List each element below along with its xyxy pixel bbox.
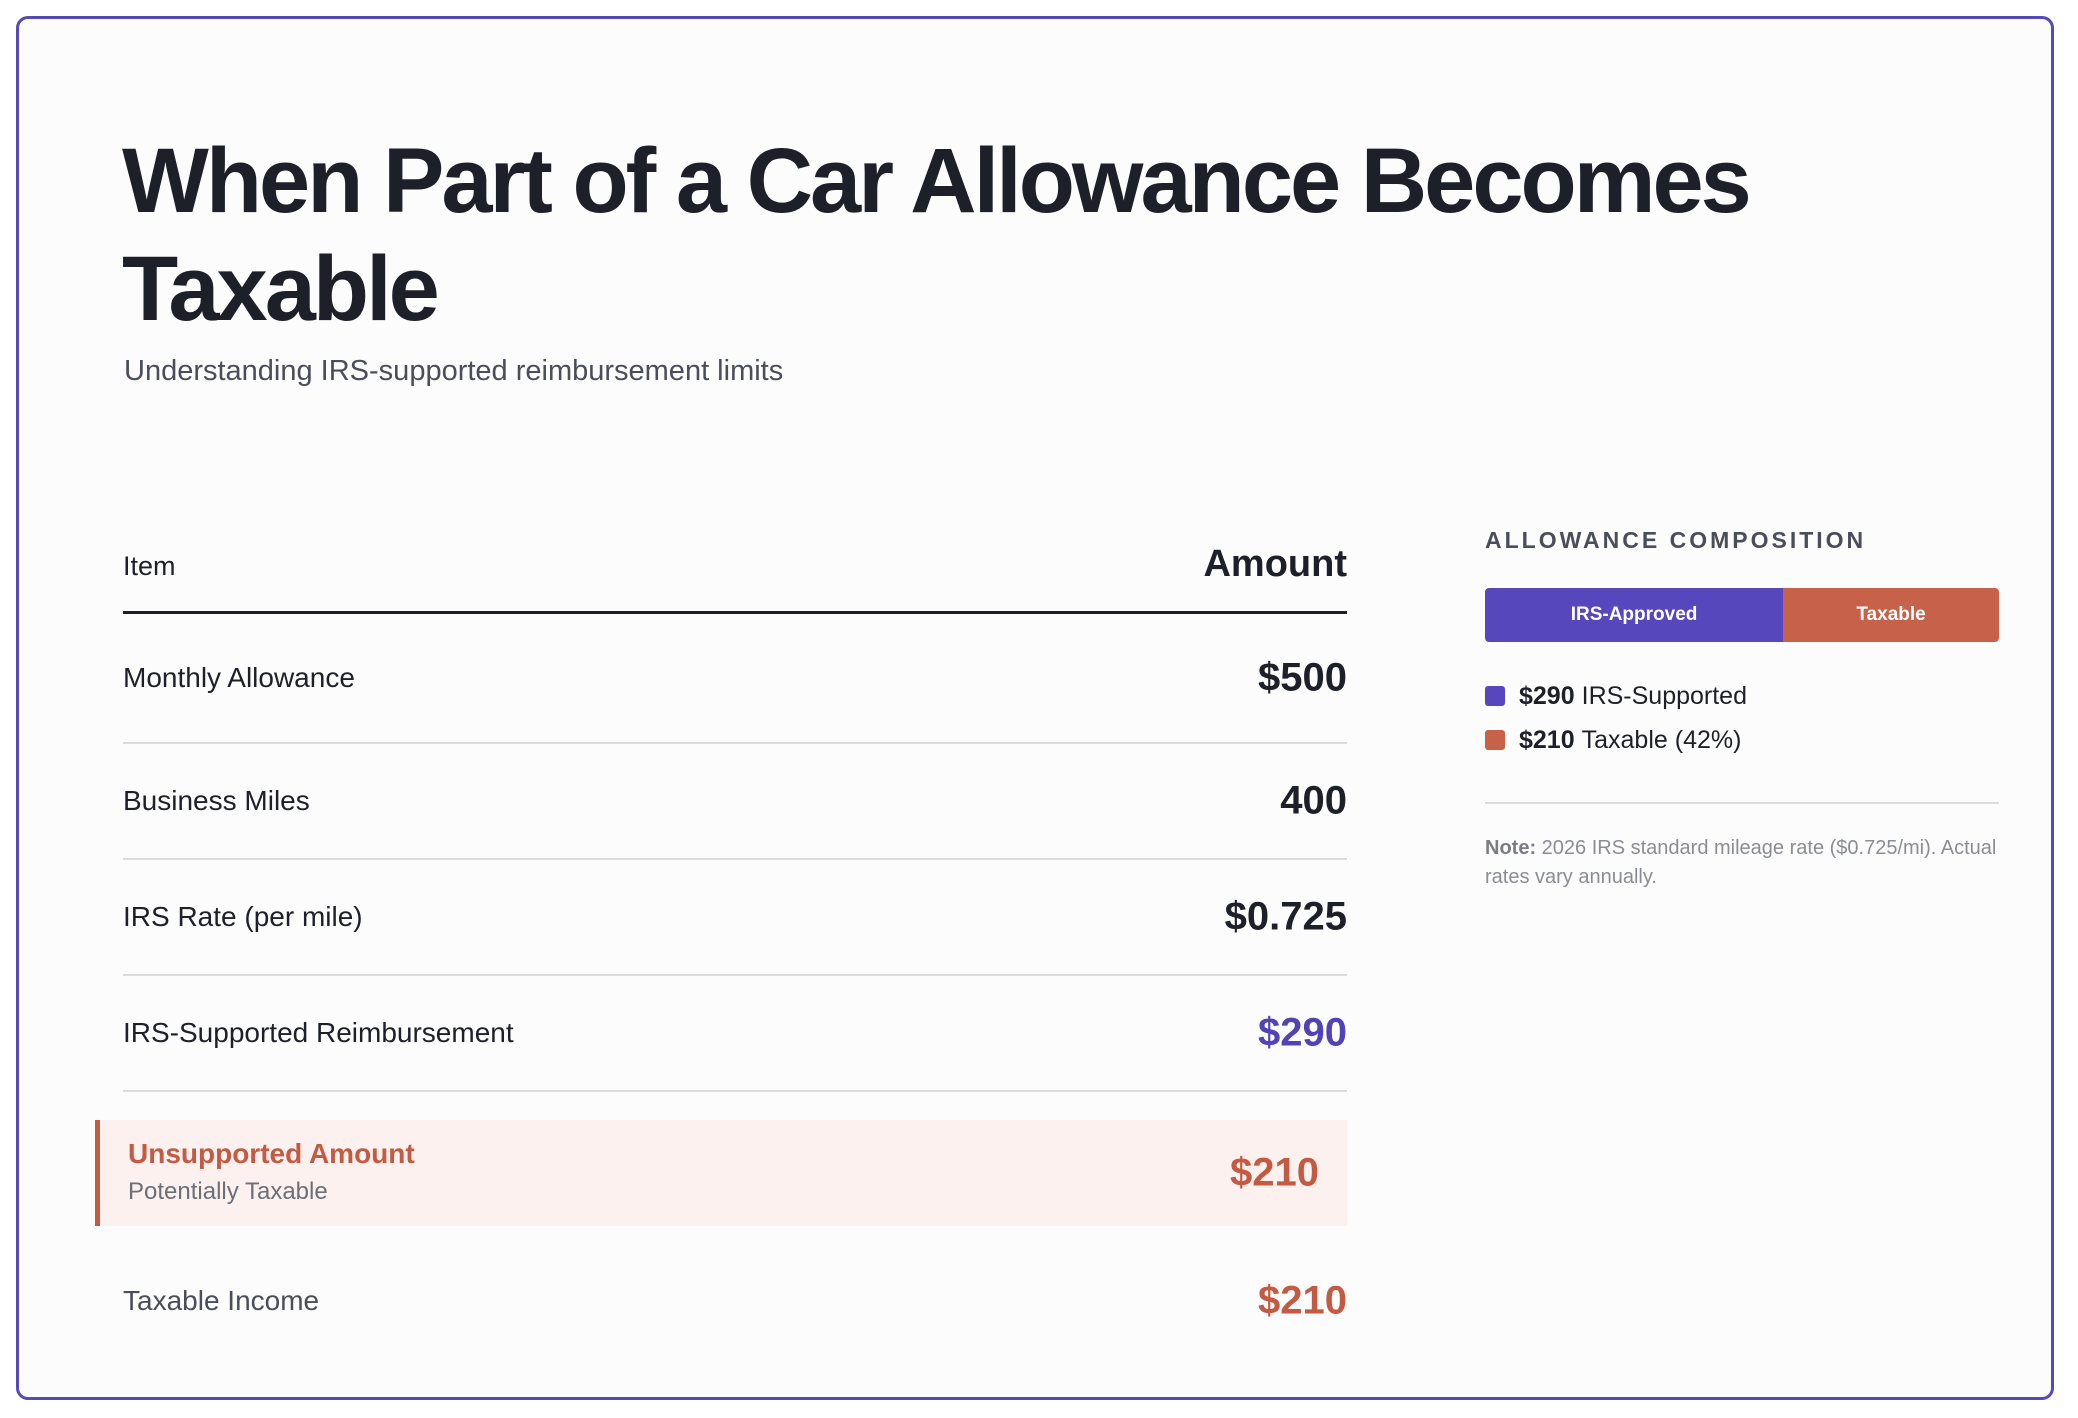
bar-segment-taxable: Taxable — [1783, 588, 1999, 642]
page-subtitle: Understanding IRS-supported reimbursemen… — [124, 355, 784, 387]
table-row-irs-rate: IRS Rate (per mile) $0.725 — [123, 860, 1347, 976]
table-header: Item Amount — [123, 529, 1347, 614]
table-row-business-miles: Business Miles 400 — [123, 744, 1347, 860]
composition-heading: ALLOWANCE COMPOSITION — [1485, 527, 1867, 553]
page-title: When Part of a Car Allowance Becomes Tax… — [122, 130, 1752, 340]
composition-bar: IRS-Approved Taxable — [1485, 588, 1999, 642]
legend-swatch-icon — [1485, 730, 1505, 750]
row-value: $210 — [1258, 1278, 1347, 1323]
composition-legend: $290 IRS-Supported $210 Taxable (42%) — [1485, 674, 1999, 762]
legend-item-taxable: $210 Taxable (42%) — [1485, 718, 1999, 762]
row-label: Taxable Income — [123, 1285, 320, 1316]
row-label: IRS-Supported Reimbursement — [123, 1017, 514, 1048]
allowance-table: Item Amount Monthly Allowance $500 Busin… — [95, 529, 1347, 1376]
legend-amount: $290 — [1519, 681, 1575, 710]
legend-amount: $210 — [1519, 725, 1575, 754]
row-label: IRS Rate (per mile) — [123, 901, 363, 932]
row-sublabel: Potentially Taxable — [128, 1178, 328, 1205]
composition-panel: ALLOWANCE COMPOSITION IRS-Approved Taxab… — [1485, 527, 1999, 892]
row-value: 400 — [1280, 778, 1347, 823]
row-label: Monthly Allowance — [123, 662, 355, 693]
bar-segment-irs-approved: IRS-Approved — [1485, 588, 1784, 642]
note-text: 2026 IRS standard mileage rate ($0.725/m… — [1485, 837, 1997, 888]
row-value: $210 — [1230, 1150, 1319, 1195]
divider — [1485, 802, 1999, 804]
row-label: Business Miles — [123, 785, 310, 816]
table-row-taxable-income: Taxable Income $210 — [123, 1226, 1347, 1376]
row-label: Unsupported Amount — [128, 1138, 415, 1169]
row-value: $500 — [1258, 655, 1347, 700]
column-header-item: Item — [123, 551, 176, 581]
table-row-irs-supported: IRS-Supported Reimbursement $290 — [123, 976, 1347, 1092]
legend-item-irs-supported: $290 IRS-Supported — [1485, 674, 1999, 718]
legend-text: IRS-Supported — [1581, 681, 1747, 710]
content-card: When Part of a Car Allowance Becomes Tax… — [16, 16, 2054, 1400]
row-value: $0.725 — [1224, 894, 1347, 939]
table-row-monthly-allowance: Monthly Allowance $500 — [123, 614, 1347, 744]
table-row-unsupported-amount: Unsupported Amount Potentially Taxable $… — [95, 1120, 1347, 1226]
legend-swatch-icon — [1485, 686, 1505, 706]
row-label-group: Unsupported Amount Potentially Taxable — [128, 1138, 415, 1206]
footnote: Note: 2026 IRS standard mileage rate ($0… — [1485, 834, 1999, 892]
note-label: Note: — [1485, 837, 1537, 859]
legend-text: Taxable (42%) — [1581, 725, 1742, 754]
row-value: $290 — [1258, 1010, 1347, 1055]
column-header-amount: Amount — [1203, 543, 1347, 585]
